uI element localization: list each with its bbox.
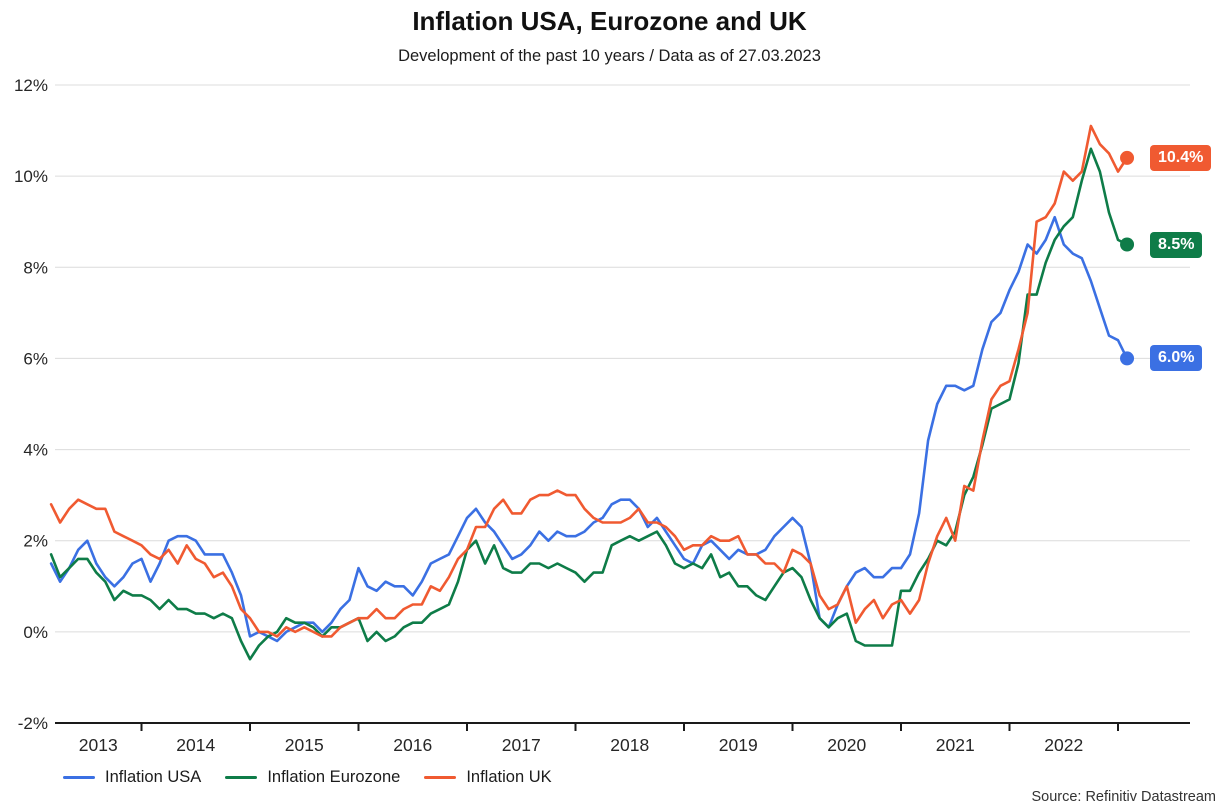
source-note: Source: Refinitiv Datastream (1031, 789, 1216, 805)
legend-item-uk: Inflation UK (424, 768, 552, 787)
svg-text:0%: 0% (23, 623, 48, 642)
svg-text:4%: 4% (23, 441, 48, 460)
chart-subtitle: Development of the past 10 years / Data … (398, 47, 821, 65)
legend: Inflation USA Inflation Eurozone Inflati… (63, 768, 552, 787)
legend-swatch-eurozone (225, 776, 258, 779)
legend-item-usa: Inflation USA (63, 768, 201, 787)
svg-text:2017: 2017 (502, 735, 541, 755)
svg-text:2016: 2016 (393, 735, 432, 755)
svg-text:2022: 2022 (1044, 735, 1083, 755)
svg-text:2015: 2015 (285, 735, 324, 755)
plot-area: 12% 10% 8% 6% 4% 2% 0% -2% 2013 2014 2015 2016 2017 2… (14, 76, 1190, 755)
svg-text:2019: 2019 (719, 735, 758, 755)
svg-text:8%: 8% (23, 258, 48, 277)
legend-swatch-uk (424, 776, 457, 779)
legend-item-eurozone: Inflation Eurozone (225, 768, 400, 787)
end-value-badge-uk: 10.4% (1150, 144, 1212, 171)
legend-label-usa: Inflation USA (105, 768, 202, 786)
svg-text:2021: 2021 (936, 735, 975, 755)
svg-text:10%: 10% (14, 167, 48, 186)
legend-label-uk: Inflation UK (466, 768, 552, 786)
end-value-badge-eurozone: 8.5% (1150, 231, 1203, 258)
svg-text:-2%: -2% (18, 714, 48, 733)
svg-text:6%: 6% (23, 349, 48, 368)
svg-text:12%: 12% (14, 76, 48, 95)
svg-text:2%: 2% (23, 532, 48, 551)
legend-swatch-usa (63, 776, 95, 779)
svg-text:2013: 2013 (79, 735, 118, 755)
svg-text:2018: 2018 (610, 735, 649, 755)
end-value-badge-usa: 6.0% (1150, 345, 1203, 372)
svg-text:2020: 2020 (827, 735, 866, 755)
svg-text:2014: 2014 (176, 735, 215, 755)
chart-title: Inflation USA, Eurozone and UK (412, 6, 807, 36)
legend-label-eurozone: Inflation Eurozone (267, 768, 401, 786)
